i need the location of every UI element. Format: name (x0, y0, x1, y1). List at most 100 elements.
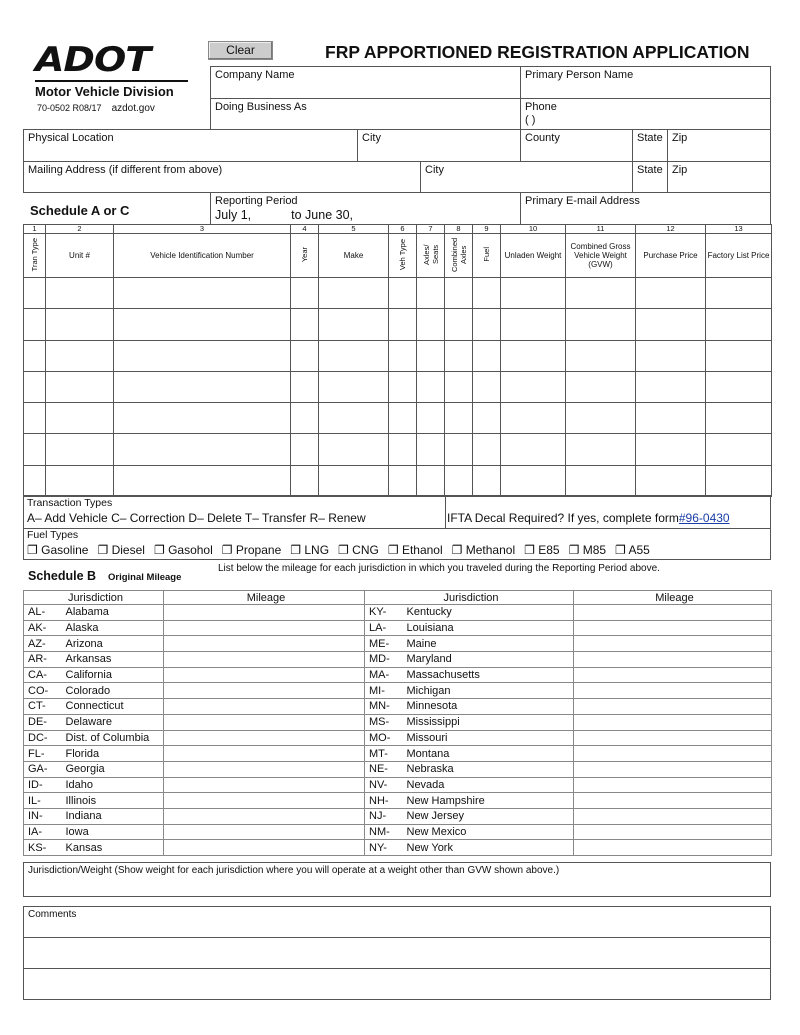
vehicle-cell[interactable] (388, 370, 417, 404)
vehicle-cell[interactable] (290, 464, 319, 498)
comments-line-2[interactable] (23, 937, 771, 969)
mileage-input[interactable] (573, 823, 772, 841)
vehicle-cell[interactable] (113, 433, 291, 466)
comments-line-1[interactable]: Comments (23, 906, 771, 938)
vehicle-cell[interactable] (113, 308, 291, 341)
vehicle-cell[interactable] (635, 308, 706, 341)
vehicle-cell[interactable] (416, 464, 445, 498)
mileage-input[interactable] (573, 760, 772, 778)
mailing-city-field[interactable]: City (420, 161, 633, 193)
vehicle-cell[interactable] (705, 276, 772, 310)
fuel-checkbox-cng[interactable]: ❐ CNG (338, 543, 379, 557)
vehicle-cell[interactable] (113, 464, 291, 498)
vehicle-cell[interactable] (635, 339, 706, 372)
vehicle-cell[interactable] (290, 402, 319, 435)
vehicle-cell[interactable] (500, 339, 566, 372)
vehicle-cell[interactable] (444, 308, 473, 341)
vehicle-cell[interactable] (416, 370, 445, 404)
fuel-checkbox-gasoline[interactable]: ❐ Gasoline (27, 543, 88, 557)
vehicle-cell[interactable] (45, 464, 114, 498)
vehicle-cell[interactable] (388, 402, 417, 435)
county-field[interactable]: County (520, 129, 633, 162)
vehicle-cell[interactable] (23, 308, 46, 341)
vehicle-cell[interactable] (705, 339, 772, 372)
vehicle-cell[interactable] (318, 339, 389, 372)
mileage-input[interactable] (573, 698, 772, 715)
fuel-checkbox-ethanol[interactable]: ❐ Ethanol (388, 543, 443, 557)
fuel-checkbox-gasohol[interactable]: ❐ Gasohol (154, 543, 213, 557)
mileage-input[interactable] (163, 792, 365, 809)
mileage-input[interactable] (573, 839, 772, 856)
vehicle-cell[interactable] (444, 276, 473, 310)
vehicle-cell[interactable] (472, 276, 501, 310)
vehicle-cell[interactable] (318, 433, 389, 466)
vehicle-cell[interactable] (388, 433, 417, 466)
vehicle-cell[interactable] (23, 276, 46, 310)
vehicle-cell[interactable] (416, 308, 445, 341)
vehicle-cell[interactable] (705, 370, 772, 404)
vehicle-cell[interactable] (565, 308, 636, 341)
vehicle-cell[interactable] (290, 339, 319, 372)
mileage-input[interactable] (163, 760, 365, 778)
vehicle-cell[interactable] (444, 370, 473, 404)
vehicle-cell[interactable] (472, 308, 501, 341)
vehicle-cell[interactable] (23, 339, 46, 372)
mileage-input[interactable] (573, 666, 772, 684)
vehicle-cell[interactable] (388, 339, 417, 372)
vehicle-cell[interactable] (113, 276, 291, 310)
vehicle-cell[interactable] (565, 433, 636, 466)
reporting-period-field[interactable]: Reporting Period July 1, to June 30, (210, 192, 521, 225)
vehicle-cell[interactable] (45, 370, 114, 404)
mileage-input[interactable] (163, 713, 365, 731)
vehicle-cell[interactable] (705, 464, 772, 498)
mileage-input[interactable] (573, 682, 772, 700)
email-field[interactable]: Primary E-mail Address (520, 192, 771, 225)
vehicle-cell[interactable] (45, 402, 114, 435)
fuel-checkbox-methanol[interactable]: ❐ Methanol (452, 543, 515, 557)
phone-field[interactable]: Phone( ) (520, 98, 771, 130)
mileage-input[interactable] (163, 666, 365, 684)
vehicle-cell[interactable] (635, 370, 706, 404)
state-field[interactable]: State (632, 129, 668, 162)
mileage-input[interactable] (163, 698, 365, 715)
mileage-input[interactable] (163, 807, 365, 825)
vehicle-cell[interactable] (23, 402, 46, 435)
vehicle-cell[interactable] (705, 433, 772, 466)
physical-location-field[interactable]: Physical Location (23, 129, 358, 162)
dba-field[interactable]: Doing Business As (210, 98, 521, 130)
vehicle-cell[interactable] (565, 276, 636, 310)
vehicle-cell[interactable] (565, 339, 636, 372)
vehicle-cell[interactable] (565, 402, 636, 435)
mileage-input[interactable] (573, 807, 772, 825)
vehicle-cell[interactable] (565, 464, 636, 498)
fuel-checkbox-diesel[interactable]: ❐ Diesel (97, 543, 144, 557)
vehicle-cell[interactable] (318, 402, 389, 435)
mileage-input[interactable] (573, 619, 772, 637)
vehicle-cell[interactable] (635, 433, 706, 466)
mileage-input[interactable] (163, 635, 365, 653)
vehicle-cell[interactable] (472, 433, 501, 466)
vehicle-cell[interactable] (290, 370, 319, 404)
mileage-input[interactable] (163, 619, 365, 637)
vehicle-cell[interactable] (444, 402, 473, 435)
comments-line-3[interactable] (23, 968, 771, 1000)
city-field[interactable]: City (357, 129, 521, 162)
vehicle-cell[interactable] (500, 276, 566, 310)
vehicle-cell[interactable] (500, 402, 566, 435)
vehicle-cell[interactable] (388, 308, 417, 341)
vehicle-cell[interactable] (444, 339, 473, 372)
company-name-field[interactable]: Company Name (210, 66, 521, 99)
zip-field[interactable]: Zip (667, 129, 771, 162)
vehicle-cell[interactable] (113, 370, 291, 404)
vehicle-cell[interactable] (45, 433, 114, 466)
vehicle-cell[interactable] (318, 276, 389, 310)
vehicle-cell[interactable] (500, 308, 566, 341)
vehicle-cell[interactable] (635, 276, 706, 310)
vehicle-cell[interactable] (416, 433, 445, 466)
vehicle-cell[interactable] (113, 339, 291, 372)
fuel-checkbox-lng[interactable]: ❐ LNG (290, 543, 329, 557)
vehicle-cell[interactable] (500, 464, 566, 498)
vehicle-cell[interactable] (472, 402, 501, 435)
vehicle-cell[interactable] (565, 370, 636, 404)
vehicle-cell[interactable] (45, 276, 114, 310)
